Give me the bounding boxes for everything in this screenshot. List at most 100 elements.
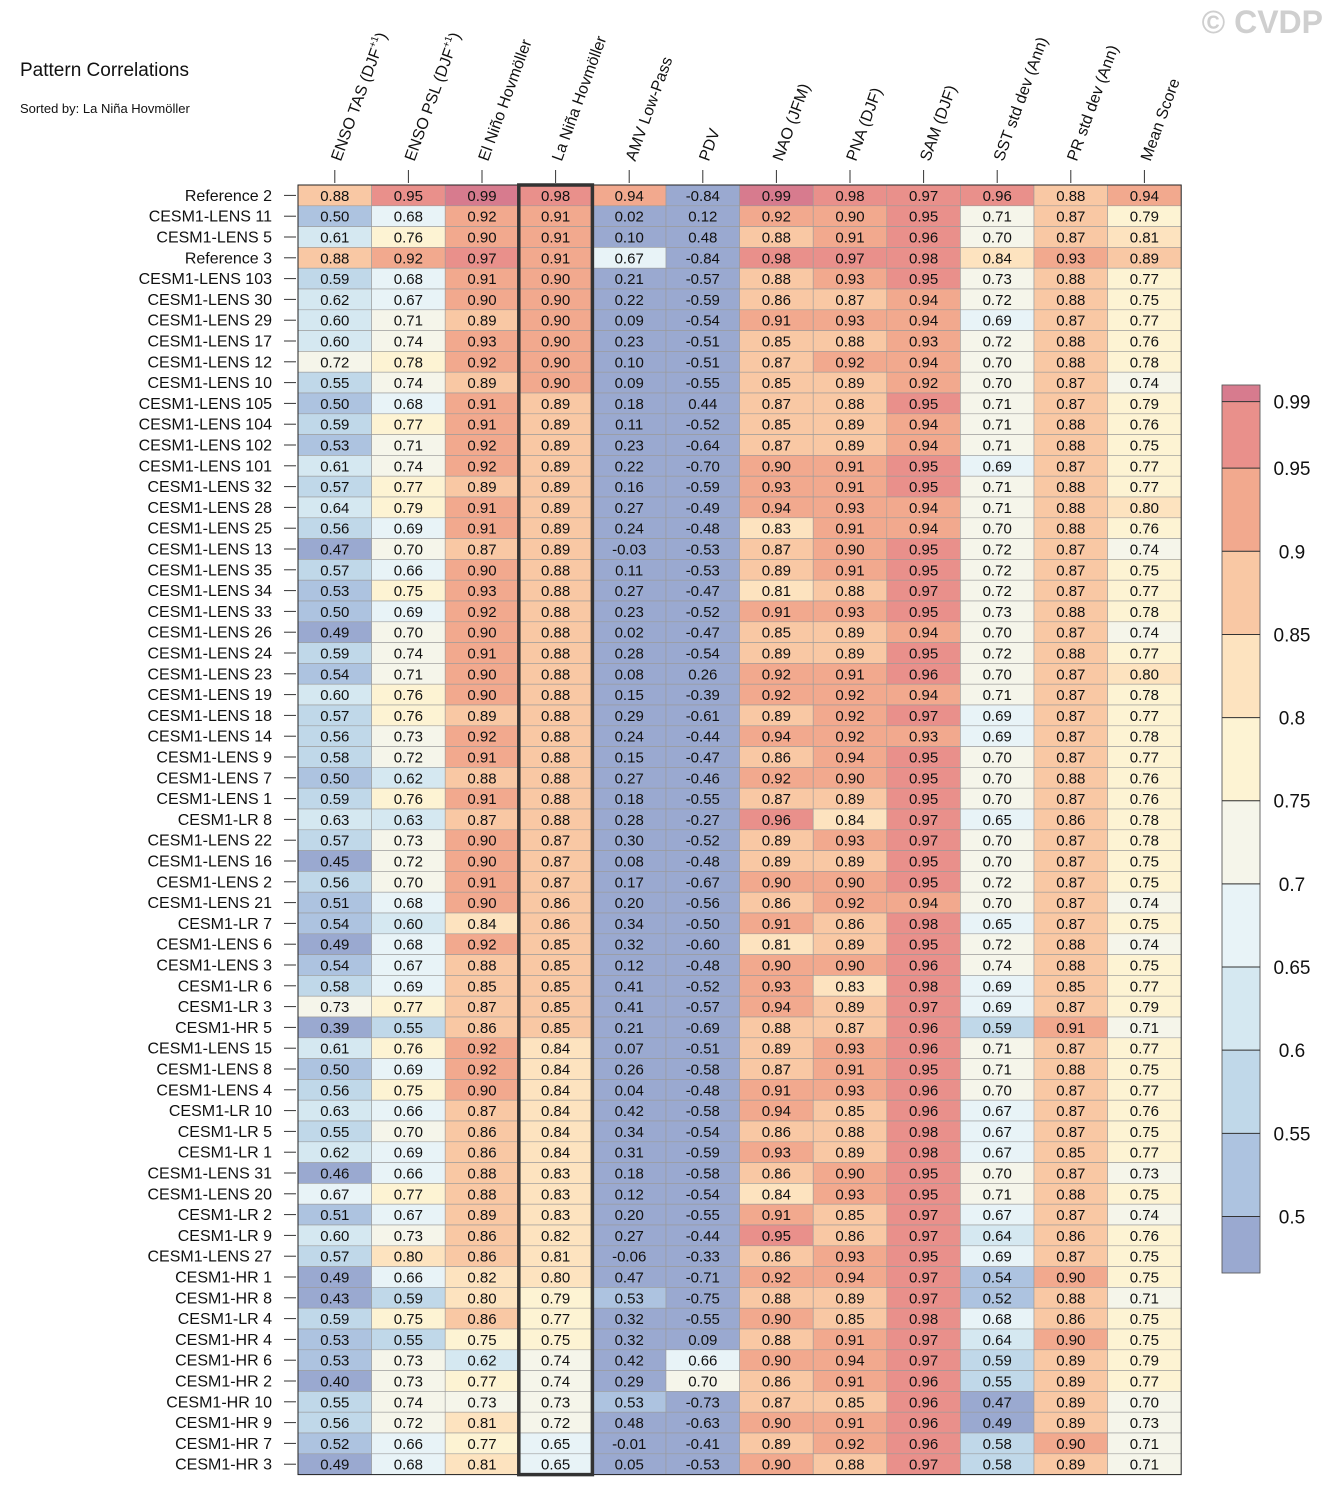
cell-value: 0.89 — [541, 500, 570, 517]
cell-value: 0.89 — [1056, 1415, 1085, 1432]
cell-value: 0.55 — [394, 1332, 423, 1349]
row-label: CESM1-LENS 9 — [156, 750, 272, 767]
cell-value: 0.88 — [467, 770, 496, 787]
cell-value: 0.76 — [1130, 334, 1159, 351]
cell-value: -0.60 — [686, 937, 720, 954]
cell-value: 0.73 — [394, 1353, 423, 1370]
cell-value: 0.82 — [467, 1270, 496, 1287]
cell-value: 0.77 — [394, 417, 423, 434]
cell-value: 0.88 — [467, 958, 496, 975]
cell-value: -0.58 — [686, 1062, 720, 1079]
cell-value: 0.97 — [909, 1457, 938, 1474]
cell-value: 0.73 — [983, 604, 1012, 621]
cell-value: 0.73 — [394, 833, 423, 850]
cell-value: 0.92 — [835, 729, 864, 746]
cell-value: 0.88 — [541, 562, 570, 579]
row-label: CESM1-LENS 6 — [156, 937, 272, 954]
cell-value: 0.86 — [541, 895, 570, 912]
cell-value: 0.92 — [762, 687, 791, 704]
cell-value: 0.95 — [909, 604, 938, 621]
cell-value: 0.88 — [1056, 1186, 1085, 1203]
colorbar-segment — [1221, 384, 1261, 402]
cell-value: 0.74 — [541, 1374, 570, 1391]
cell-value: 0.97 — [835, 250, 864, 267]
cell-value: 0.59 — [983, 1020, 1012, 1037]
cell-value: 0.70 — [394, 625, 423, 642]
cell-value: 0.74 — [1130, 625, 1159, 642]
cell-value: 0.90 — [762, 1415, 791, 1432]
cell-value: 0.86 — [762, 1166, 791, 1183]
cell-value: 0.92 — [762, 666, 791, 683]
row-label: CESM1-HR 1 — [175, 1270, 272, 1287]
cell-value: 0.53 — [615, 1394, 644, 1411]
cell-value: 0.91 — [467, 396, 496, 413]
cell-value: 0.68 — [394, 895, 423, 912]
cell-value: 0.72 — [983, 937, 1012, 954]
cell-value: 0.18 — [615, 1166, 644, 1183]
row-label: CESM1-LR 10 — [169, 1103, 272, 1120]
cell-value: 0.95 — [909, 770, 938, 787]
cell-value: 0.89 — [467, 479, 496, 496]
cell-value: 0.81 — [541, 1249, 570, 1266]
cell-value: 0.87 — [1056, 209, 1085, 226]
cell-value: 0.80 — [467, 1290, 496, 1307]
cell-value: 0.02 — [615, 209, 644, 226]
cell-value: -0.63 — [686, 1415, 720, 1432]
row-label: CESM1-LR 6 — [178, 978, 272, 995]
cell-value: 0.72 — [983, 292, 1012, 309]
cell-value: 0.86 — [1056, 1311, 1085, 1328]
cell-value: 0.81 — [762, 583, 791, 600]
cell-value: 0.87 — [1056, 729, 1085, 746]
cell-value: 0.52 — [320, 1436, 349, 1453]
cell-value: -0.52 — [686, 417, 720, 434]
cell-value: 0.95 — [909, 854, 938, 871]
column-label: PDV — [697, 126, 724, 163]
cell-value: 0.84 — [762, 1186, 791, 1203]
cell-value: 0.77 — [1130, 750, 1159, 767]
row-label: CESM1-LR 1 — [178, 1145, 272, 1162]
row-label: CESM1-LENS 23 — [148, 666, 273, 683]
cell-value: 0.71 — [1130, 1436, 1159, 1453]
cell-value: 0.70 — [983, 750, 1012, 767]
cell-value: 0.88 — [1056, 770, 1085, 787]
cell-value: 0.91 — [835, 521, 864, 538]
cell-value: 0.92 — [762, 209, 791, 226]
cell-value: 0.48 — [615, 1415, 644, 1432]
cell-value: 0.93 — [835, 313, 864, 330]
cell-value: 0.96 — [909, 1103, 938, 1120]
cell-value: 0.49 — [320, 1270, 349, 1287]
cell-value: 0.87 — [1056, 1124, 1085, 1141]
cell-value: 0.75 — [1130, 854, 1159, 871]
row-label: CESM1-LENS 27 — [148, 1249, 273, 1266]
cell-value: 0.65 — [541, 1457, 570, 1474]
cell-value: 0.86 — [762, 750, 791, 767]
cell-value: 0.89 — [835, 999, 864, 1016]
cell-value: 0.79 — [1130, 396, 1159, 413]
cell-value: 0.90 — [541, 292, 570, 309]
cell-value: 0.93 — [762, 1145, 791, 1162]
cell-value: 0.42 — [615, 1353, 644, 1370]
cell-value: 0.71 — [983, 687, 1012, 704]
cell-value: 0.60 — [320, 687, 349, 704]
cell-value: 0.90 — [835, 874, 864, 891]
cell-value: 0.94 — [762, 1103, 791, 1120]
cell-value: 0.23 — [615, 334, 644, 351]
cell-value: -0.52 — [686, 833, 720, 850]
cell-value: 0.67 — [394, 1207, 423, 1224]
cell-value: 0.62 — [467, 1353, 496, 1370]
column-label: NAO (JFM) — [770, 82, 814, 164]
cell-value: 0.91 — [762, 916, 791, 933]
row-label: CESM1-HR 3 — [175, 1457, 272, 1474]
cell-value: 0.87 — [1056, 687, 1085, 704]
cell-value: 0.32 — [615, 937, 644, 954]
cell-value: 0.70 — [983, 770, 1012, 787]
cell-value: 0.56 — [320, 521, 349, 538]
row-label: CESM1-LENS 33 — [148, 604, 273, 621]
cell-value: 0.76 — [1130, 417, 1159, 434]
colorbar-tick-label: 0.65 — [1274, 958, 1311, 979]
cell-value: 0.88 — [541, 791, 570, 808]
cell-value: 0.86 — [467, 1249, 496, 1266]
colorbar-tick-label: 0.99 — [1274, 393, 1311, 414]
cell-value: 0.95 — [909, 458, 938, 475]
cell-value: 0.88 — [1056, 438, 1085, 455]
